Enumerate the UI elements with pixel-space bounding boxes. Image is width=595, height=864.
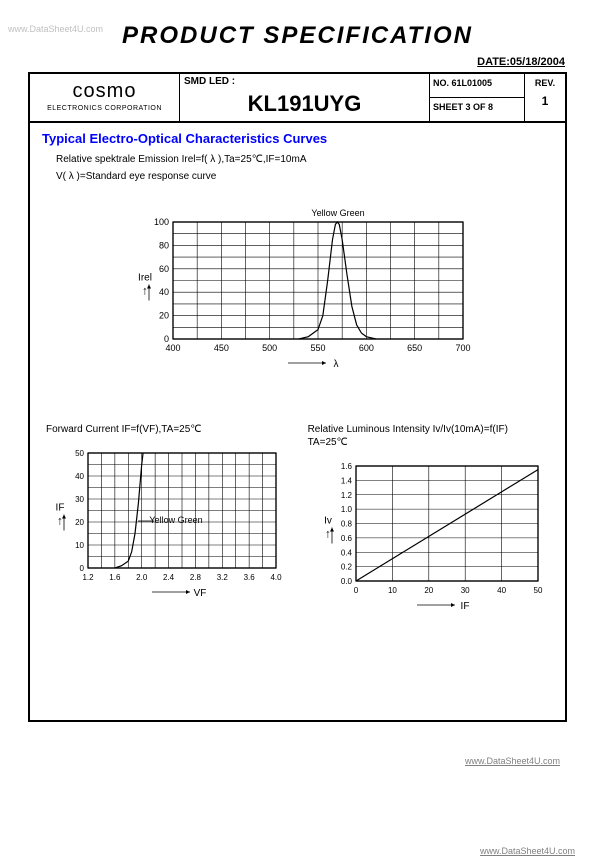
svg-text:IF: IF xyxy=(56,503,65,514)
desc-line-1: Relative spektrale Emission Irel=f( λ ),… xyxy=(56,152,553,167)
svg-text:Yellow Green: Yellow Green xyxy=(149,515,202,525)
forward-current-chart: 1.2 1.6 2.0 2.4 2.8 3.2 3.6 4.0 0 10 20 30 40 50 IF↑ VF… xyxy=(46,443,286,603)
svg-text:0.2: 0.2 xyxy=(340,563,352,572)
desc-line-2: V( λ )=Standard eye response curve xyxy=(56,169,553,184)
svg-text:450: 450 xyxy=(213,343,228,353)
svg-text:20: 20 xyxy=(75,518,84,527)
svg-text:0: 0 xyxy=(80,564,85,573)
chart3-block: Relative Luminous Intensity Iv/Iv(10mA)=… xyxy=(308,424,549,616)
watermark-bottom: www.DataSheet4U.com xyxy=(480,846,575,856)
svg-text:1.2: 1.2 xyxy=(340,491,352,500)
svg-text:0: 0 xyxy=(353,586,358,595)
brand-name: cosmo xyxy=(32,80,177,103)
svg-text:1.6: 1.6 xyxy=(340,462,352,471)
svg-text:700: 700 xyxy=(455,343,470,353)
svg-text:3.6: 3.6 xyxy=(244,573,256,582)
content-area: Typical Electro-Optical Characteristics … xyxy=(30,123,565,624)
chart1-block: 400 450 500 550 600 650 700 0 20 40 60 80 100 Irel↑ λ Y… xyxy=(42,204,553,374)
svg-text:20: 20 xyxy=(158,311,168,321)
svg-text:0: 0 xyxy=(163,334,168,344)
svg-text:2.4: 2.4 xyxy=(163,573,175,582)
spectral-emission-chart: 400 450 500 550 600 650 700 0 20 40 60 80 100 Irel↑ λ Y… xyxy=(118,204,478,374)
svg-text:400: 400 xyxy=(165,343,180,353)
svg-text:40: 40 xyxy=(75,472,84,481)
svg-text:30: 30 xyxy=(460,586,469,595)
svg-text:1.2: 1.2 xyxy=(82,573,94,582)
luminous-intensity-chart: 0 10 20 30 40 50 0.0 0.2 0.4 0.6 0.8 1.0 1.2 1.4 1.6 Iv… xyxy=(308,456,548,616)
svg-text:80: 80 xyxy=(158,240,168,250)
svg-text:600: 600 xyxy=(358,343,373,353)
svg-text:3.2: 3.2 xyxy=(217,573,229,582)
chart2-caption: Forward Current IF=f(VF),TA=25℃ xyxy=(46,424,287,435)
doc-cell: NO. 61L01005 SHEET 3 OF 8 xyxy=(430,74,525,121)
svg-text:650: 650 xyxy=(407,343,422,353)
svg-text:2.0: 2.0 xyxy=(136,573,148,582)
svg-text:10: 10 xyxy=(75,541,84,550)
svg-text:40: 40 xyxy=(158,287,168,297)
svg-text:0.4: 0.4 xyxy=(340,548,352,557)
rev-cell: REV. 1 xyxy=(525,74,565,121)
svg-text:1.0: 1.0 xyxy=(340,505,352,514)
svg-text:0.8: 0.8 xyxy=(340,520,352,529)
svg-text:↑: ↑ xyxy=(325,527,331,541)
svg-text:30: 30 xyxy=(75,495,84,504)
svg-text:↑: ↑ xyxy=(142,284,148,298)
svg-text:Yellow Green: Yellow Green xyxy=(311,208,364,218)
svg-text:λ: λ xyxy=(333,359,338,370)
rev-label: REV. xyxy=(525,78,565,88)
part-number: KL191UYG xyxy=(180,89,429,121)
svg-text:4.0: 4.0 xyxy=(270,573,282,582)
rev-no: 1 xyxy=(525,94,565,108)
svg-text:500: 500 xyxy=(262,343,277,353)
svg-text:VF: VF xyxy=(194,588,207,599)
svg-text:0.6: 0.6 xyxy=(340,534,352,543)
date-label: DATE:05/18/2004 xyxy=(0,56,565,68)
svg-text:↑: ↑ xyxy=(57,514,63,528)
main-frame: cosmo ELECTRONICS CORPORATION SMD LED : … xyxy=(28,72,567,722)
chart2-block: Forward Current IF=f(VF),TA=25℃ 1.2 1.6 2.… xyxy=(46,424,287,616)
svg-text:20: 20 xyxy=(424,586,433,595)
watermark-side: DataSheet4U.com xyxy=(0,730,2,804)
svg-text:IF: IF xyxy=(460,601,469,612)
svg-text:10: 10 xyxy=(388,586,397,595)
brand-sub: ELECTRONICS CORPORATION xyxy=(32,105,177,112)
part-cell: SMD LED : KL191UYG xyxy=(180,74,430,121)
smd-label: SMD LED : xyxy=(180,74,429,89)
chart3-caption2: TA=25℃ xyxy=(308,437,549,448)
svg-text:1.4: 1.4 xyxy=(340,476,352,485)
svg-text:50: 50 xyxy=(75,449,84,458)
svg-text:1.6: 1.6 xyxy=(109,573,121,582)
svg-text:Irel: Irel xyxy=(138,273,152,284)
watermark-bottom2: www.DataSheet4U.com xyxy=(465,756,560,766)
chart-row: Forward Current IF=f(VF),TA=25℃ 1.2 1.6 2.… xyxy=(42,424,553,616)
brand-cell: cosmo ELECTRONICS CORPORATION xyxy=(30,74,180,121)
section-title: Typical Electro-Optical Characteristics … xyxy=(42,131,553,146)
svg-text:Iv: Iv xyxy=(324,516,332,527)
svg-text:100: 100 xyxy=(153,217,168,227)
svg-text:50: 50 xyxy=(533,586,542,595)
header-table: cosmo ELECTRONICS CORPORATION SMD LED : … xyxy=(30,74,565,123)
svg-text:550: 550 xyxy=(310,343,325,353)
svg-text:60: 60 xyxy=(158,264,168,274)
sheet-no: SHEET 3 OF 8 xyxy=(430,98,524,121)
doc-no: NO. 61L01005 xyxy=(430,74,524,98)
watermark-top: www.DataSheet4U.com xyxy=(8,24,103,34)
svg-text:40: 40 xyxy=(497,586,506,595)
svg-text:0.0: 0.0 xyxy=(340,577,352,586)
svg-text:2.8: 2.8 xyxy=(190,573,202,582)
chart3-caption: Relative Luminous Intensity Iv/Iv(10mA)=… xyxy=(308,424,549,435)
